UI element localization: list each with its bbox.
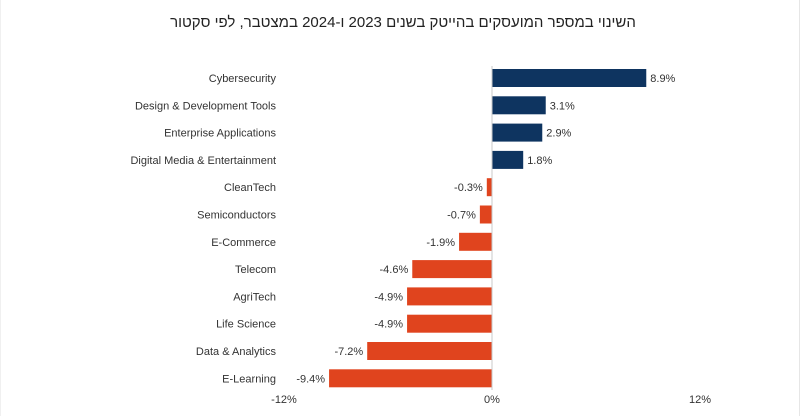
bar: [492, 69, 647, 87]
category-label: Life Science: [216, 319, 276, 331]
bar: [492, 150, 524, 169]
category-label: Semiconductors: [197, 210, 276, 222]
data-label: -1.9%: [426, 237, 455, 249]
category-label: E-Learning: [222, 373, 276, 385]
data-label: -9.4%: [296, 373, 325, 385]
x-tick-label: 0%: [484, 394, 500, 406]
category-label: Enterprise Applications: [164, 128, 276, 140]
category-label: CleanTech: [224, 182, 276, 194]
category-label: Design & Development Tools: [135, 100, 277, 112]
category-label: Telecom: [235, 264, 276, 276]
data-label: 8.9%: [650, 73, 675, 85]
x-tick-label: 12%: [689, 394, 711, 406]
bar: [479, 205, 492, 224]
category-label: E-Commerce: [211, 237, 276, 249]
bar: [459, 232, 492, 251]
bar: [492, 123, 543, 142]
data-label: -4.9%: [374, 319, 403, 331]
bar: [492, 96, 546, 115]
bar: [486, 178, 492, 197]
category-label: Data & Analytics: [196, 346, 277, 358]
data-label: -7.2%: [334, 346, 363, 358]
chart-title: השינוי במספר המועסקים בהייטק בשנים 2023 …: [170, 14, 636, 31]
category-label: Digital Media & Entertainment: [130, 155, 276, 167]
data-label: -0.7%: [447, 210, 476, 222]
bar: [407, 314, 492, 333]
bar: [407, 287, 492, 306]
bar: [367, 342, 492, 360]
data-label: -4.6%: [380, 264, 409, 276]
x-tick-label: -12%: [271, 394, 297, 406]
data-label: 1.8%: [527, 155, 552, 167]
bar: [412, 260, 492, 279]
category-label: AgriTech: [233, 291, 276, 303]
data-label: 2.9%: [546, 128, 571, 140]
category-label: Cybersecurity: [209, 73, 277, 85]
data-label: -4.9%: [374, 291, 403, 303]
data-label: 3.1%: [550, 100, 575, 112]
data-label: -0.3%: [454, 182, 483, 194]
bar: [329, 369, 492, 388]
